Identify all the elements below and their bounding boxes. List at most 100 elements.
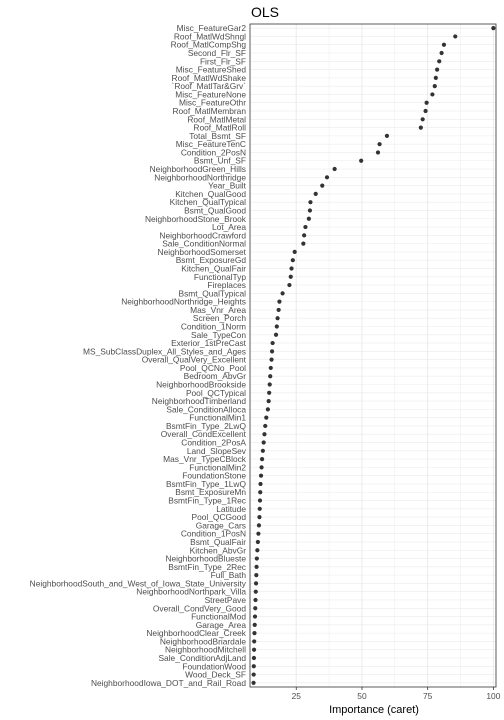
y-tick-label: Roof_MatlWdShngl xyxy=(174,31,246,41)
data-point xyxy=(257,498,263,503)
data-point xyxy=(269,357,274,362)
y-tick-label: NeighborhoodGreen_Hills xyxy=(150,164,246,174)
data-point xyxy=(320,183,325,188)
y-tick-label: Second_Flr_SF xyxy=(188,48,246,58)
data-point xyxy=(269,349,275,354)
y-tick-label: BsmtFin_Type_1LwQ xyxy=(166,479,247,489)
data-point xyxy=(441,42,447,47)
y-tick-label: FunctionalMin1 xyxy=(189,413,246,423)
y-tick-label: Latitude xyxy=(216,504,246,514)
y-tick-label: Full_Bath xyxy=(211,570,247,580)
data-point xyxy=(268,365,273,371)
y-tick-label: FunctionalMod xyxy=(191,612,246,622)
y-tick-label: Pool_QCTypical xyxy=(186,388,246,398)
y-tick-label: Wood_Deck_SF xyxy=(185,670,246,680)
y-tick-label: Roof_MatlMembran xyxy=(172,106,246,116)
y-tick-label: NeighborhoodClear_Creek xyxy=(146,628,246,638)
y-tick-label: FunctionalTyp xyxy=(194,272,246,282)
data-point xyxy=(439,50,444,56)
data-point xyxy=(267,382,272,387)
y-tick-label: NeighborhoodNorthridge_Heights xyxy=(121,297,246,307)
y-tick-label: Garage_Area xyxy=(196,620,247,630)
y-tick-label: NeighborhoodSouth_and_West_of_Iowa_State… xyxy=(30,578,247,588)
y-tick-label: Roof_MatlWdShake xyxy=(172,73,247,83)
y-tick-label: NeighborhoodBriardale xyxy=(160,636,246,646)
data-point xyxy=(384,133,390,138)
y-tick-label: Exterior_1stPreCast xyxy=(171,338,247,348)
data-point xyxy=(423,108,428,114)
y-tick-label: Sale_ConditionAdjLand xyxy=(158,653,246,663)
data-point xyxy=(253,597,258,603)
data-point xyxy=(273,332,279,337)
data-point xyxy=(332,166,337,172)
data-point xyxy=(432,84,437,89)
y-tick-label: BsmtFin_Type_2LwQ xyxy=(166,421,247,431)
data-point xyxy=(424,100,429,105)
y-tick-label: Overall_CondVery_Good xyxy=(153,603,246,613)
data-point xyxy=(254,556,259,561)
y-tick-label: Bsmt_Unf_SF xyxy=(194,156,246,166)
y-tick-label: Condition_2PosA xyxy=(181,438,246,448)
data-point xyxy=(256,523,262,528)
data-point xyxy=(255,548,260,553)
y-tick-label: Bsmt_QualGood xyxy=(184,205,246,215)
y-tick-label: Condition_1PosN xyxy=(181,529,246,539)
x-axis-label: Importance (caret) xyxy=(329,704,419,716)
data-point xyxy=(265,407,270,412)
y-tick-label: Mas_Vnr_TypeCBlock xyxy=(163,454,247,464)
chart-title: OLS xyxy=(251,4,279,20)
data-point xyxy=(275,316,280,321)
data-point xyxy=(274,324,279,329)
data-point xyxy=(260,448,265,453)
y-tick-label: MS_SubClassDuplex_All_Styles_and_Ages xyxy=(83,346,246,356)
data-point xyxy=(277,299,282,304)
data-point xyxy=(259,456,265,462)
data-point xyxy=(287,282,292,288)
data-point xyxy=(435,67,440,72)
y-tick-label: Kitchen_AbvGr xyxy=(190,545,247,555)
data-point xyxy=(430,92,435,97)
y-tick-label: BsmtFin_Type_1Rec xyxy=(168,496,246,506)
data-point xyxy=(302,233,307,238)
y-tick-label: Bsmt_QualFair xyxy=(190,537,246,547)
y-tick-label: NeighborhoodMitchell xyxy=(165,645,246,655)
y-tick-label: Bsmt_ExposureGd xyxy=(176,255,247,265)
y-tick-label: FoundationWood xyxy=(182,661,246,671)
panel-border xyxy=(249,23,497,688)
data-point xyxy=(259,465,264,470)
data-point xyxy=(253,589,258,594)
y-tick-label: Sale_ConditionAlloca xyxy=(166,404,246,414)
data-point xyxy=(254,564,259,569)
y-tick-label: NeighborhoodIowa_DOT_and_Rail_Road xyxy=(91,678,246,688)
data-point xyxy=(359,158,364,163)
data-point xyxy=(254,573,259,578)
y-tick-label: Condition_1Norm xyxy=(181,321,246,331)
y-tick-label: Bsmt_QualTypical xyxy=(179,288,247,298)
data-point xyxy=(263,423,268,429)
data-point xyxy=(268,374,273,379)
y-tick-label: First_Flr_SF xyxy=(200,56,246,66)
y-tick-label: Bsmt_ExposureMn xyxy=(175,487,246,497)
data-point xyxy=(306,216,311,221)
data-point xyxy=(251,655,257,661)
y-tick-label: NeighborhoodStone_Brook xyxy=(145,214,247,224)
y-tick-label: NeighborhoodNorthpark_Villa xyxy=(136,587,246,597)
data-point xyxy=(258,473,264,478)
data-point xyxy=(252,622,257,627)
data-point xyxy=(308,200,313,205)
y-tick-label: Kitchen_QualTypical xyxy=(170,197,246,207)
y-tick-label: Total_Bsmt_SF xyxy=(189,131,246,141)
y-tick-label: Bedroom_AbvGr xyxy=(184,371,247,381)
y-tick-labels: Misc_FeatureGar2Roof_MatlWdShnglRoof_Mat… xyxy=(30,23,247,688)
y-tick-label: NeighborhoodTimberland xyxy=(152,396,247,406)
y-tick-label: NeighborhoodCrawford xyxy=(159,230,246,240)
data-point xyxy=(276,307,281,313)
y-tick-label: NeighborhoodNorthridge xyxy=(154,172,246,182)
y-tick-label: Overall_CondExcellent xyxy=(161,429,247,439)
data-point xyxy=(252,639,257,644)
data-point xyxy=(433,75,438,80)
x-tick-label: 50 xyxy=(357,691,367,701)
x-tick-label: 75 xyxy=(423,691,433,701)
data-point xyxy=(418,125,423,130)
